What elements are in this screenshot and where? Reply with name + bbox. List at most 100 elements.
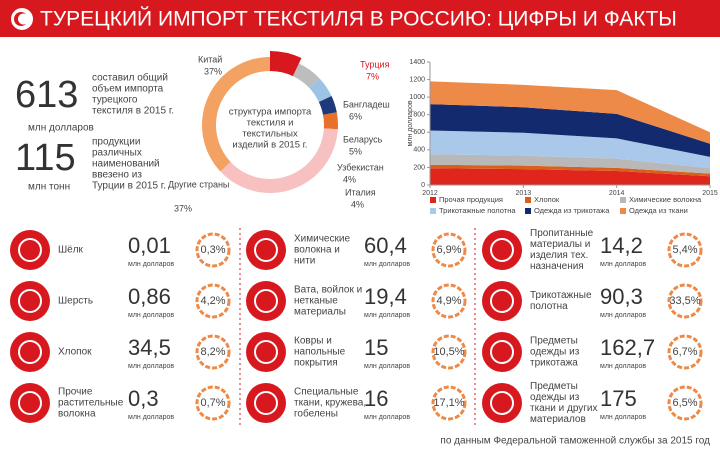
item-label: изделия тех. (530, 250, 588, 261)
share-ring (431, 232, 467, 268)
item-icon-detail (254, 289, 278, 313)
legend-label: Одежда из ткани (629, 206, 688, 215)
item-share: 0,7% (200, 397, 225, 409)
summary-text: текстиля в 2015 г. (92, 106, 174, 117)
slice-value: 5% (349, 146, 362, 156)
item-unit: млн долларов (600, 363, 646, 370)
item-value: 175 (600, 386, 637, 411)
area (430, 104, 710, 157)
summary-text: ввезено из (92, 170, 142, 181)
pie-slice (220, 128, 338, 194)
slice-label: Италия (345, 187, 376, 197)
item-label: Специальные (294, 387, 359, 398)
summary-text: наименований (92, 159, 160, 170)
item-label: Предметы (530, 336, 578, 347)
item-unit: млн долларов (364, 312, 410, 319)
share-ring (195, 232, 231, 268)
item-label: трикотажа (530, 358, 578, 369)
share-ring (195, 334, 231, 370)
legend-swatch (525, 197, 531, 203)
item-value: 34,5 (128, 335, 171, 360)
item-label: Трикотажные (530, 290, 592, 301)
item-label: Вата, войлок и (294, 285, 362, 296)
item-label: полотна (530, 301, 568, 312)
item-value: 15 (364, 335, 388, 360)
item-icon-detail (254, 391, 278, 415)
item-label: волокна и (294, 245, 340, 256)
item-icon (482, 230, 522, 270)
legend-label: Одежда из трикотажа (534, 206, 610, 215)
share-ring (195, 385, 231, 421)
item-label: Хлопок (58, 347, 92, 358)
item-label: покрытия (294, 358, 338, 369)
item-icon-detail (254, 340, 278, 364)
slice-value: 7% (366, 71, 379, 81)
area (430, 164, 710, 177)
legend-label: Прочая продукция (439, 195, 503, 204)
item-label: ткани, кружева, (294, 398, 366, 409)
title: ТУРЕЦКИЙ ИМПОРТ ТЕКСТИЛЯ В РОССИЮ: ЦИФРЫ… (40, 7, 677, 31)
item-unit: млн долларов (600, 261, 646, 268)
item-icon-detail (18, 391, 42, 415)
item-value: 16 (364, 386, 388, 411)
pie-title: изделий в 2015 г. (232, 140, 307, 151)
area (430, 130, 710, 169)
share-ring (431, 334, 467, 370)
item-icon-detail (490, 340, 514, 364)
y-axis-label: млн долларов (407, 100, 414, 146)
big-number: 115 (15, 137, 76, 179)
summary-text: составил общий (92, 72, 168, 84)
y-tick-label: 400 (413, 147, 425, 154)
slice-label: Узбекистан (337, 162, 384, 172)
legend-label: Хлопок (534, 195, 560, 204)
legend-swatch (620, 197, 626, 203)
item-label: материалов (530, 414, 586, 425)
slice-label: Турция (360, 59, 390, 69)
item-icon (246, 230, 286, 270)
item-unit: млн долларов (600, 414, 646, 421)
summary-text: объем импорта (92, 83, 164, 95)
item-value: 14,2 (600, 233, 643, 258)
item-icon-detail (490, 238, 514, 262)
item-share: 5,4% (672, 244, 697, 256)
big-number: 613 (15, 74, 78, 116)
legend-swatch (430, 208, 436, 214)
item-label: Шёлк (58, 245, 84, 256)
share-ring (431, 385, 467, 421)
y-tick-label: 1200 (409, 76, 425, 83)
item-label: Предметы (530, 381, 578, 392)
item-unit: млн долларов (364, 414, 410, 421)
pie-slice (292, 63, 320, 89)
footer: по данным Федеральной таможенной службы … (440, 435, 710, 447)
item-icon (482, 383, 522, 423)
unit: млн тонн (28, 182, 70, 193)
item-unit: млн долларов (364, 261, 410, 268)
item-label: Пропитанные (530, 228, 594, 239)
slice-value: 4% (351, 199, 364, 209)
item-label: нити (294, 256, 315, 267)
y-tick-label: 1400 (409, 59, 425, 66)
item-icon-detail (490, 391, 514, 415)
slice-value: 37% (204, 66, 222, 76)
legend-swatch (525, 208, 531, 214)
share-ring (667, 283, 703, 319)
item-share: 6,9% (436, 244, 461, 256)
y-tick-label: 200 (413, 164, 425, 171)
area (430, 81, 710, 144)
share-ring (195, 283, 231, 319)
share-ring (667, 334, 703, 370)
item-icon (10, 383, 50, 423)
item-icon (246, 332, 286, 372)
summary-text: различных (92, 148, 142, 159)
legend-label: Химические волокна (629, 195, 702, 204)
item-icon-detail (18, 238, 42, 262)
item-icon-detail (18, 340, 42, 364)
item-unit: млн долларов (364, 363, 410, 370)
item-icon (482, 281, 522, 321)
area (430, 168, 710, 185)
x-tick-label: 2015 (702, 190, 718, 197)
item-icon (10, 230, 50, 270)
item-share: 8,2% (200, 346, 225, 358)
pie-slice (202, 57, 270, 172)
x-tick-label: 2013 (516, 190, 532, 197)
